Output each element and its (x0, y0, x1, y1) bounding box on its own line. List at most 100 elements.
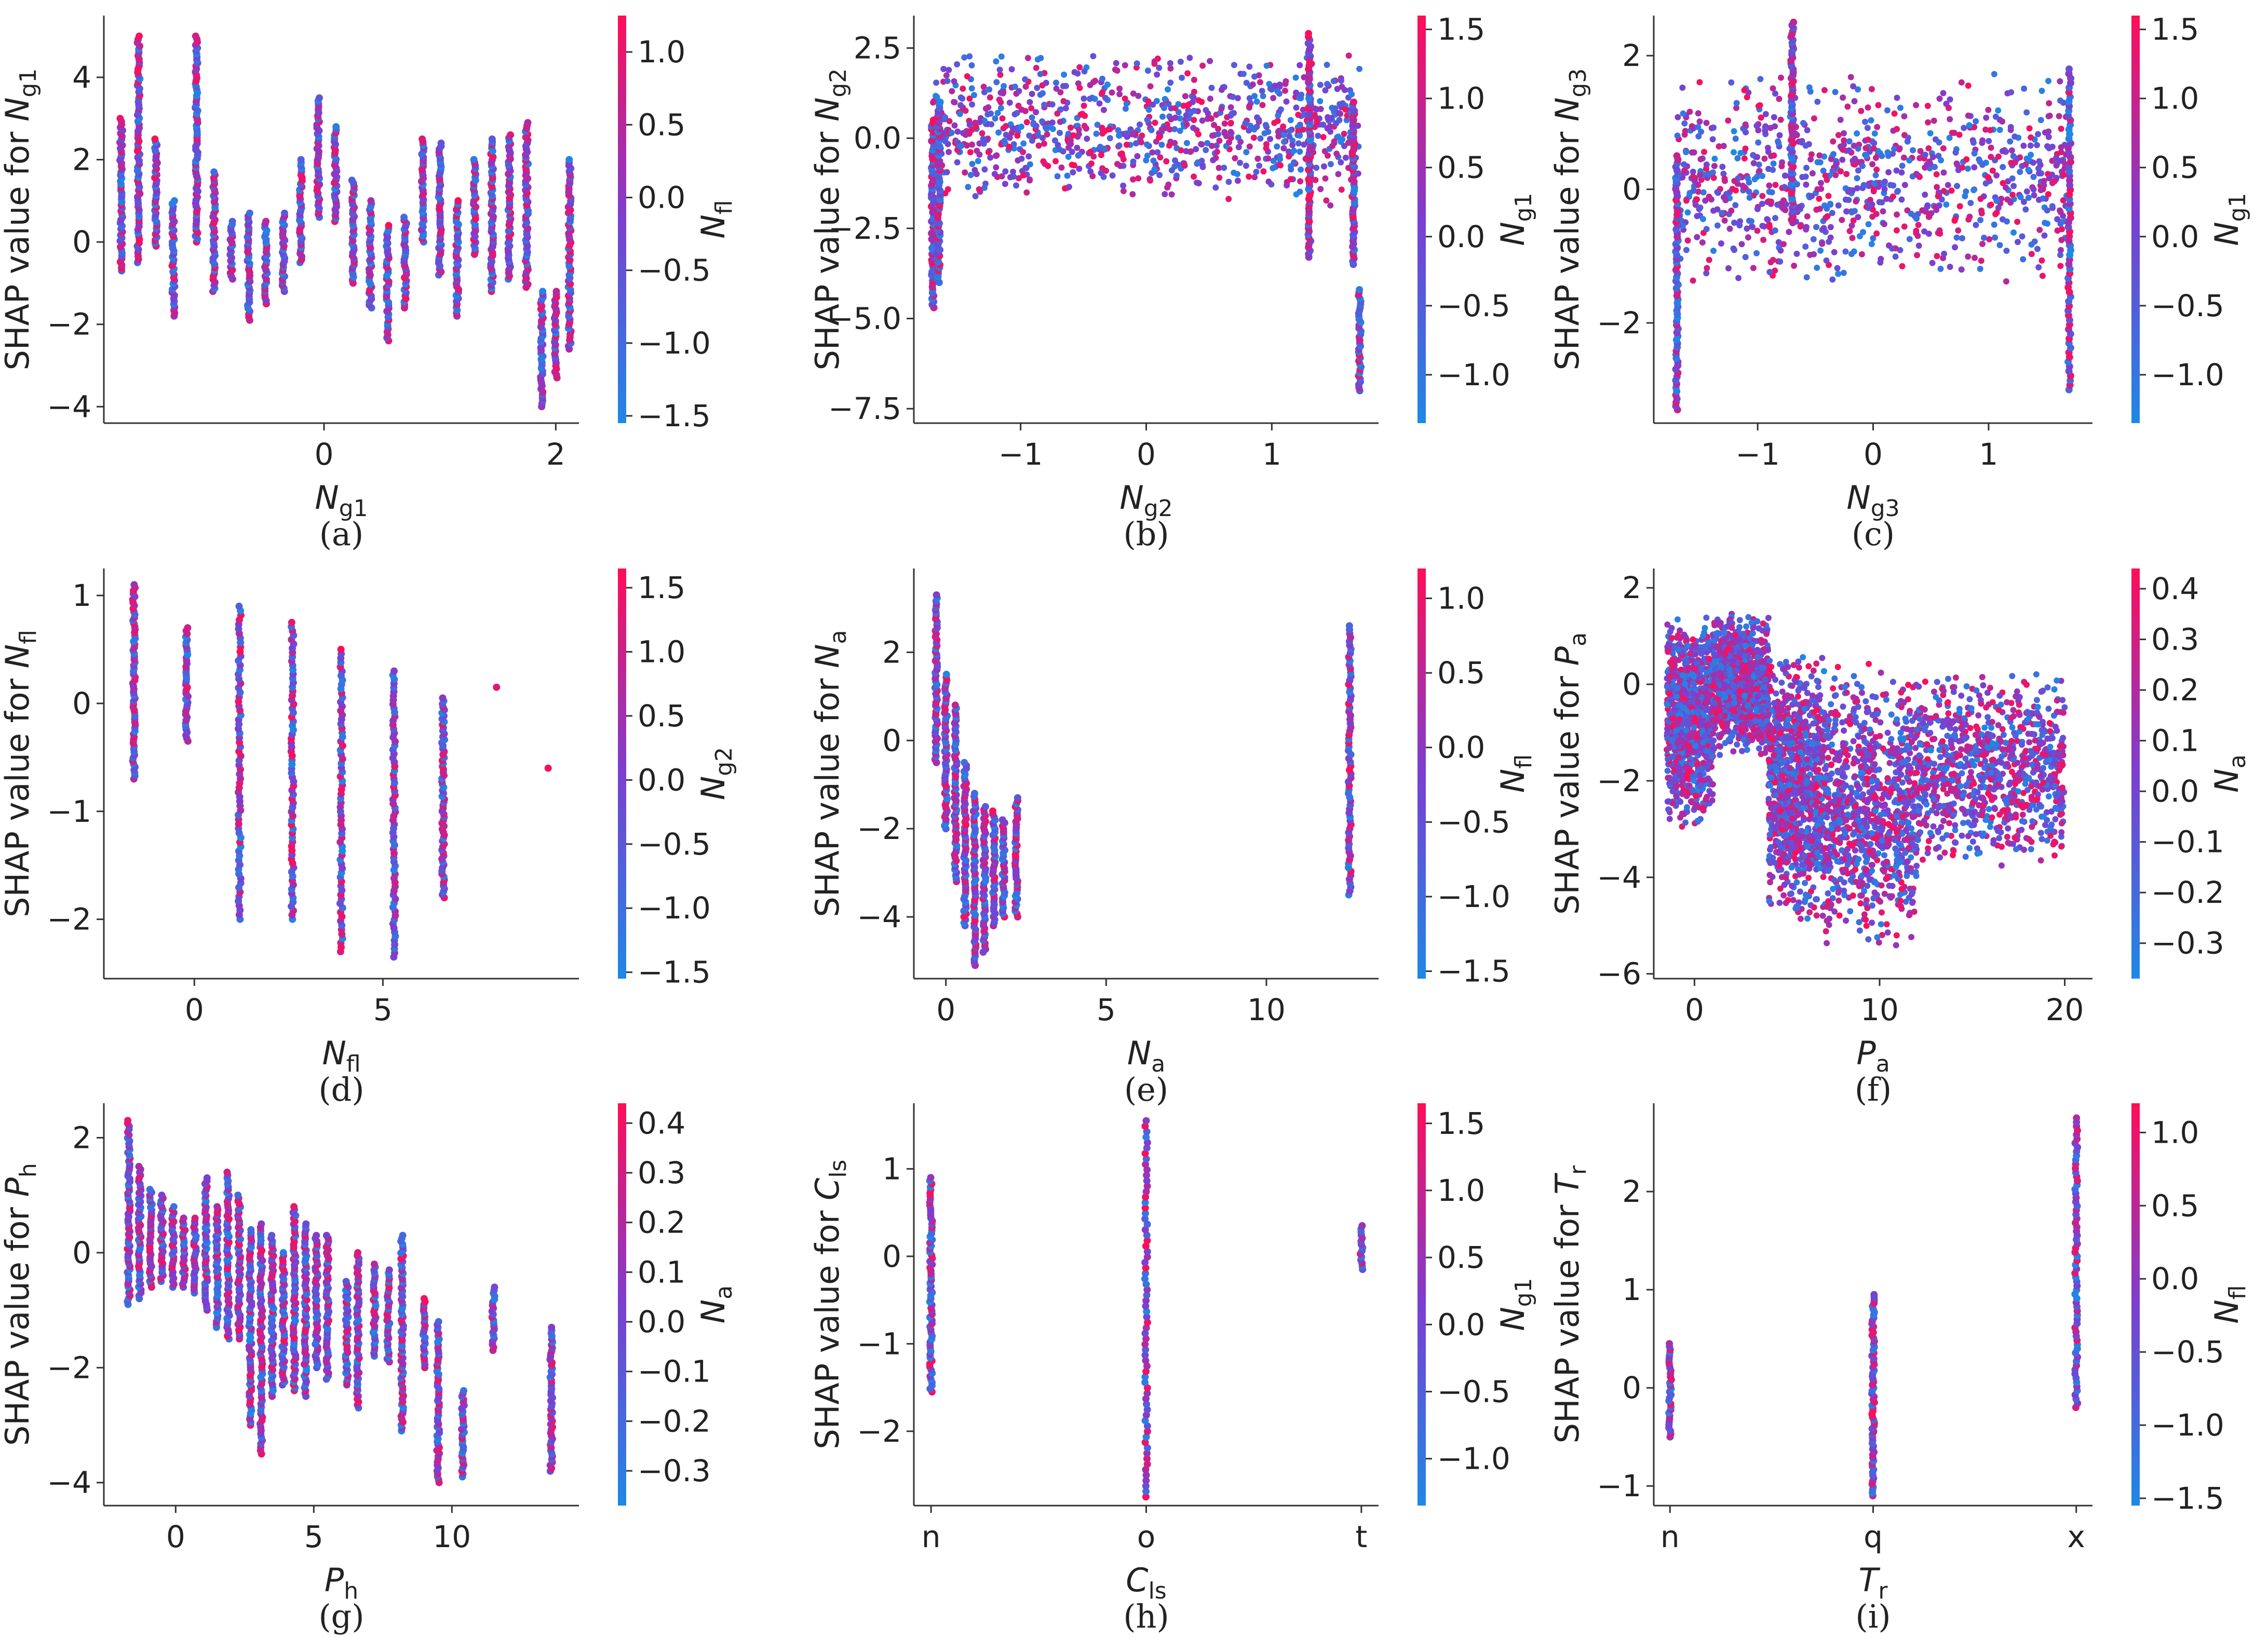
data-point (1058, 164, 1065, 171)
data-point (951, 701, 959, 709)
data-point (949, 88, 955, 94)
colorbar-label: Ng1 (2208, 193, 2251, 246)
data-point (1834, 265, 1841, 272)
data-point (1045, 163, 1051, 169)
data-point (1821, 202, 1828, 209)
data-point (1807, 88, 1814, 95)
data-point (1681, 131, 1688, 138)
data-point (954, 128, 961, 135)
data-point (1277, 106, 1284, 113)
data-point (1833, 161, 1840, 168)
data-point (1718, 240, 1724, 247)
data-point (1885, 169, 1892, 175)
data-point (1290, 147, 1297, 154)
data-point (943, 169, 950, 175)
data-point (1709, 136, 1716, 143)
data-point (1226, 139, 1233, 146)
data-point (1330, 78, 1337, 85)
colorbar-tick-label: −1.5 (1437, 954, 1510, 989)
data-point (1237, 159, 1244, 166)
data-point (1148, 127, 1155, 133)
data-point (1728, 79, 1735, 86)
data-point (1193, 127, 1200, 133)
y-tick-label: 0.0 (854, 120, 901, 156)
data-point (1777, 258, 1784, 265)
data-point (1839, 216, 1845, 223)
data-point (1725, 117, 1732, 124)
scatter-points (931, 591, 1355, 969)
point-column-2 (235, 602, 245, 923)
data-point (2012, 133, 2018, 140)
data-point (1749, 224, 1756, 231)
data-point (1897, 247, 1904, 253)
data-point (1151, 58, 1158, 65)
data-point (971, 790, 978, 797)
data-point (1194, 159, 1201, 166)
data-point (1253, 169, 1260, 175)
data-point (1771, 152, 1777, 159)
data-point (1808, 193, 1815, 199)
data-point (1977, 265, 1983, 272)
data-point (1254, 155, 1261, 162)
colorbar-tick-label: 0.5 (1437, 655, 1485, 691)
point-column-20 (470, 156, 480, 258)
data-point (1184, 102, 1191, 109)
data-point (2026, 125, 2033, 132)
scatter-points (116, 32, 575, 411)
data-point (1711, 163, 1718, 169)
data-point (1684, 237, 1691, 244)
data-point (2023, 188, 2030, 195)
data-point (437, 139, 445, 147)
data-point (1099, 75, 1105, 82)
data-point (1710, 124, 1717, 131)
data-point (1869, 213, 1876, 220)
data-point (1322, 87, 1329, 93)
data-point (1291, 159, 1298, 166)
data-point (1044, 131, 1050, 138)
data-point (1057, 89, 1064, 96)
data-point (1985, 106, 1992, 113)
data-point (1741, 155, 1748, 162)
data-point (1120, 182, 1127, 189)
data-point (2027, 142, 2034, 149)
data-point (1776, 96, 1783, 102)
data-point (968, 62, 975, 69)
colorbar-tick-label: 0.0 (1437, 219, 1485, 254)
colorbar-label: Ng1 (1494, 193, 1537, 246)
data-point (2054, 227, 2061, 234)
data-point (1684, 209, 1691, 216)
data-point (1953, 234, 1960, 241)
data-point (1754, 206, 1761, 212)
data-point (1263, 62, 1270, 69)
data-point (1345, 622, 1353, 630)
data-point (1835, 202, 1842, 209)
data-point (1983, 114, 1990, 121)
data-point (1123, 141, 1130, 148)
data-point (1008, 66, 1015, 73)
data-point (1025, 153, 1032, 160)
data-point (1282, 78, 1289, 85)
data-point (1338, 186, 1345, 193)
data-point (1710, 207, 1717, 214)
data-point (1922, 152, 1928, 158)
data-point (969, 160, 976, 167)
data-point (1272, 83, 1278, 89)
data-point (1864, 125, 1871, 131)
data-point (1986, 138, 1992, 144)
data-point (1029, 137, 1035, 144)
x-tick-label: 1 (1979, 437, 1998, 472)
point-column-25 (550, 288, 561, 382)
data-point (1166, 126, 1173, 133)
point-column-8 (1011, 794, 1021, 921)
colorbar-tick-label: −1.0 (2151, 357, 2224, 392)
data-point (1322, 175, 1329, 182)
colorbar-tick-label: 0.5 (638, 107, 685, 142)
y-tick-label: −2 (47, 307, 92, 342)
colorbar-tick-label: −0.5 (1437, 804, 1510, 840)
data-point (1680, 110, 1686, 117)
data-point (967, 172, 974, 178)
data-point (1910, 147, 1916, 154)
data-point (987, 94, 993, 101)
data-point (1280, 145, 1287, 152)
data-point (1690, 277, 1696, 284)
